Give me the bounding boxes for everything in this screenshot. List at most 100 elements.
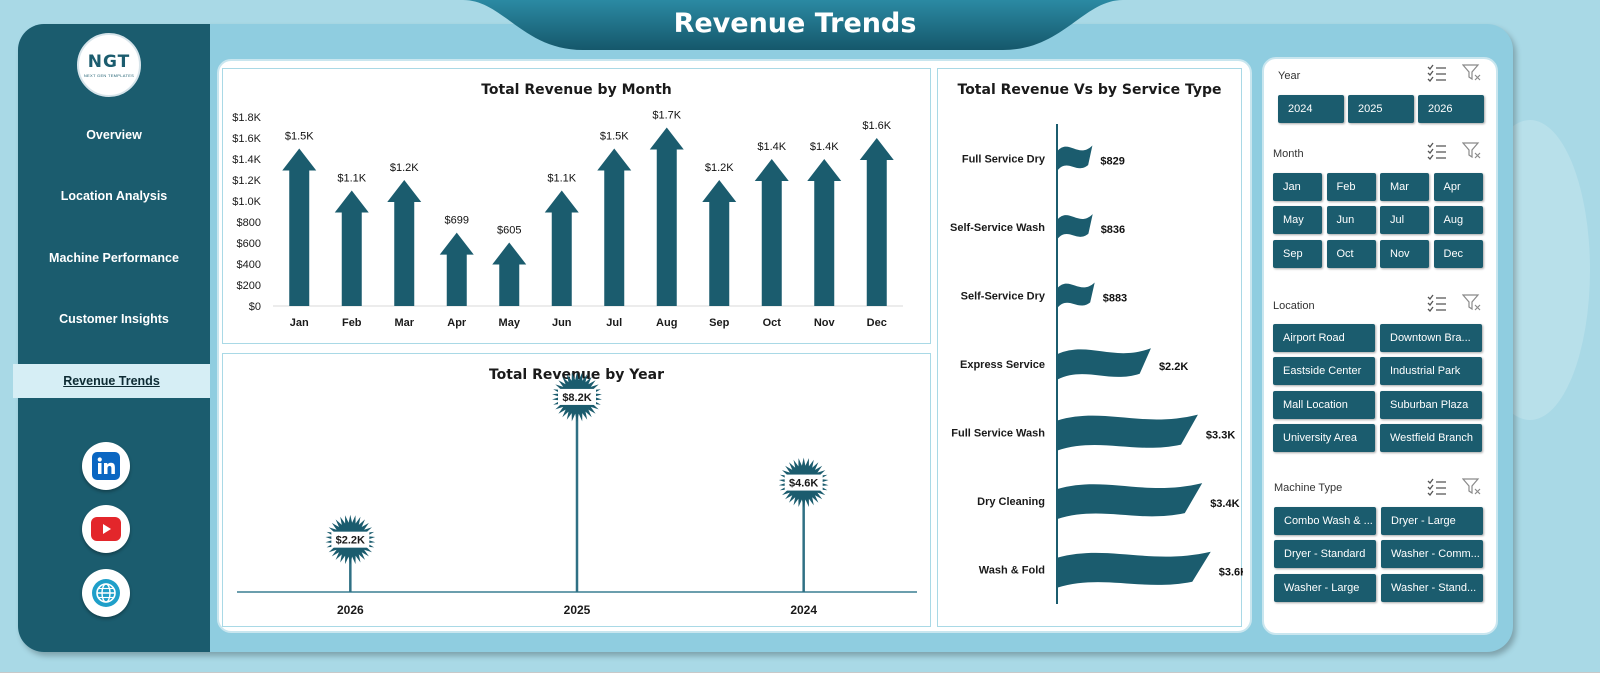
slicer-item-month[interactable]: Sep [1273, 239, 1322, 268]
data-label: $829 [1100, 155, 1124, 167]
sidebar-item-location-analysis[interactable]: Location Analysis [60, 189, 168, 203]
bar-sep[interactable] [702, 180, 737, 306]
x-tick-label: Apr [447, 317, 467, 329]
slicer-item-month[interactable]: Mar [1380, 173, 1429, 201]
bar-jan[interactable] [282, 148, 317, 307]
slicer-item-machine-type[interactable]: Combo Wash & ... [1274, 507, 1376, 535]
y-tick-label: $800 [237, 217, 261, 229]
slicer-item-year[interactable]: 2024 [1278, 95, 1344, 123]
x-tick-label: 2025 [564, 603, 591, 617]
slicer-item-month[interactable]: Jan [1273, 173, 1322, 201]
linkedin-icon [92, 452, 120, 480]
x-tick-label: 2024 [790, 603, 817, 617]
slicer-item-month[interactable]: Feb [1326, 173, 1376, 201]
yearly-chart-svg: $2.2K 2026 $8.2K 2025 $4.6K 2024 [237, 371, 917, 617]
category-label: Wash & Fold [979, 565, 1045, 577]
slicer-item-year[interactable]: 2025 [1348, 95, 1414, 123]
sidebar: NGT NEXT GEN TEMPLATES Overview Location… [13, 24, 210, 652]
bar-apr[interactable] [439, 232, 474, 306]
multi-select-icon[interactable] [1427, 142, 1447, 160]
company-logo: NGT NEXT GEN TEMPLATES [77, 33, 141, 97]
y-tick-label: $600 [237, 238, 261, 250]
bar-self-service-wash[interactable] [1057, 214, 1093, 240]
youtube-button[interactable] [82, 505, 130, 553]
sidebar-item-customer-insights[interactable]: Customer Insights [59, 312, 169, 326]
slicer-title-machine-type: Machine Type [1274, 482, 1343, 494]
clear-filter-icon[interactable] [1461, 64, 1482, 82]
monthly-revenue-chart[interactable]: Total Revenue by Month $0 $200 $400 $600 $80… [222, 68, 931, 344]
clear-filter-icon[interactable] [1461, 142, 1482, 160]
clear-filter-icon[interactable] [1461, 478, 1482, 496]
sidebar-item-revenue-trends[interactable]: Revenue Trends [13, 364, 210, 398]
data-label-box [331, 531, 370, 548]
clear-filter-icon[interactable] [1461, 294, 1482, 312]
category-label: Express Service [960, 359, 1045, 371]
bar-jun[interactable] [544, 190, 579, 307]
category-label: Self-Service Dry [961, 290, 1046, 302]
data-label: $1.2K [390, 162, 419, 174]
service-chart-title: Total Revenue Vs by Service Type [957, 82, 1222, 98]
x-tick-label: 2026 [337, 603, 364, 617]
sidebar-item-machine-performance[interactable]: Machine Performance [49, 251, 179, 265]
y-tick-label: $1.6K [232, 133, 261, 145]
multi-select-icon[interactable] [1427, 64, 1447, 82]
slicer-item-location[interactable]: University Area [1273, 423, 1375, 452]
slicer-item-machine-type[interactable]: Dryer - Standard [1274, 540, 1376, 569]
multi-select-icon[interactable] [1427, 478, 1447, 496]
data-label: $3.6K [1219, 567, 1243, 579]
bar-jul[interactable] [597, 148, 632, 307]
slicer-item-location[interactable]: Westfield Branch [1380, 423, 1482, 452]
logo-subtext: NEXT GEN TEMPLATES [83, 73, 135, 78]
bar-may[interactable] [492, 242, 527, 306]
bar-dry-cleaning[interactable] [1057, 483, 1203, 520]
website-button[interactable] [82, 569, 130, 617]
slicer-item-month[interactable]: Apr [1433, 173, 1483, 201]
slicer-item-machine-type[interactable]: Dryer - Large [1381, 507, 1483, 535]
slicer-item-month[interactable]: Nov [1380, 239, 1429, 268]
sidebar-item-overview[interactable]: Overview [86, 128, 142, 142]
data-label: $699 [445, 215, 469, 227]
bar-self-service-dry[interactable] [1057, 282, 1095, 309]
bar-feb[interactable] [334, 190, 369, 307]
slicer-item-location[interactable]: Industrial Park [1380, 357, 1482, 386]
slicer-item-location[interactable]: Suburban Plaza [1380, 390, 1482, 419]
y-tick-label: $1.0K [232, 196, 261, 208]
category-label: Self-Service Wash [950, 222, 1045, 234]
page-title: Revenue Trends [673, 8, 917, 39]
category-label: Dry Cleaning [977, 496, 1045, 508]
slicer-item-month[interactable]: Aug [1433, 206, 1483, 235]
bar-oct[interactable] [754, 159, 789, 306]
slicer-item-machine-type[interactable]: Washer - Stand... [1381, 573, 1483, 602]
slicer-item-month[interactable]: May [1273, 206, 1322, 235]
linkedin-button[interactable] [82, 442, 130, 490]
slicer-item-month[interactable]: Jun [1326, 206, 1376, 235]
bar-mar[interactable] [387, 180, 422, 306]
yearly-revenue-chart[interactable]: Total Revenue by Year $2.2K 2026 $8.2K 2025… [222, 353, 931, 627]
slicer-item-month[interactable]: Jul [1380, 206, 1429, 235]
bar-full-service-dry[interactable] [1057, 145, 1093, 172]
multi-select-icon[interactable] [1427, 294, 1447, 312]
slicer-item-machine-type[interactable]: Washer - Comm... [1381, 540, 1483, 569]
slicer-item-location[interactable]: Mall Location [1273, 390, 1375, 419]
slicer-item-machine-type[interactable]: Washer - Large [1274, 573, 1376, 602]
bar-full-service-wash[interactable] [1057, 414, 1198, 451]
service-type-revenue-chart[interactable]: Total Revenue Vs by Service Type Full Se… [937, 68, 1243, 627]
slicer-item-location[interactable]: Downtown Bra... [1380, 324, 1482, 352]
data-label: $1.4K [810, 141, 839, 153]
bar-nov[interactable] [807, 159, 842, 306]
bar-dec[interactable] [859, 138, 894, 306]
data-label: $1.2K [705, 162, 734, 174]
data-label: $3.4K [1210, 498, 1239, 510]
slicer-item-month[interactable]: Dec [1433, 239, 1483, 268]
slicer-item-location[interactable]: Eastside Center [1273, 357, 1375, 386]
slicer-item-location[interactable]: Airport Road [1273, 324, 1375, 352]
y-tick-label: $200 [237, 280, 261, 292]
bar-express-service[interactable] [1057, 348, 1151, 380]
category-label: Full Service Dry [962, 153, 1046, 165]
data-label: $1.6K [862, 120, 891, 132]
bar-aug[interactable] [649, 127, 684, 307]
slicer-item-year[interactable]: 2026 [1418, 95, 1484, 123]
bar-wash-fold[interactable] [1057, 551, 1211, 588]
data-label: $2.2K [336, 535, 365, 547]
slicer-item-month[interactable]: Oct [1326, 239, 1376, 268]
